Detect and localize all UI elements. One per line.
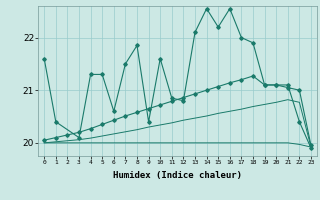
X-axis label: Humidex (Indice chaleur): Humidex (Indice chaleur) (113, 171, 242, 180)
